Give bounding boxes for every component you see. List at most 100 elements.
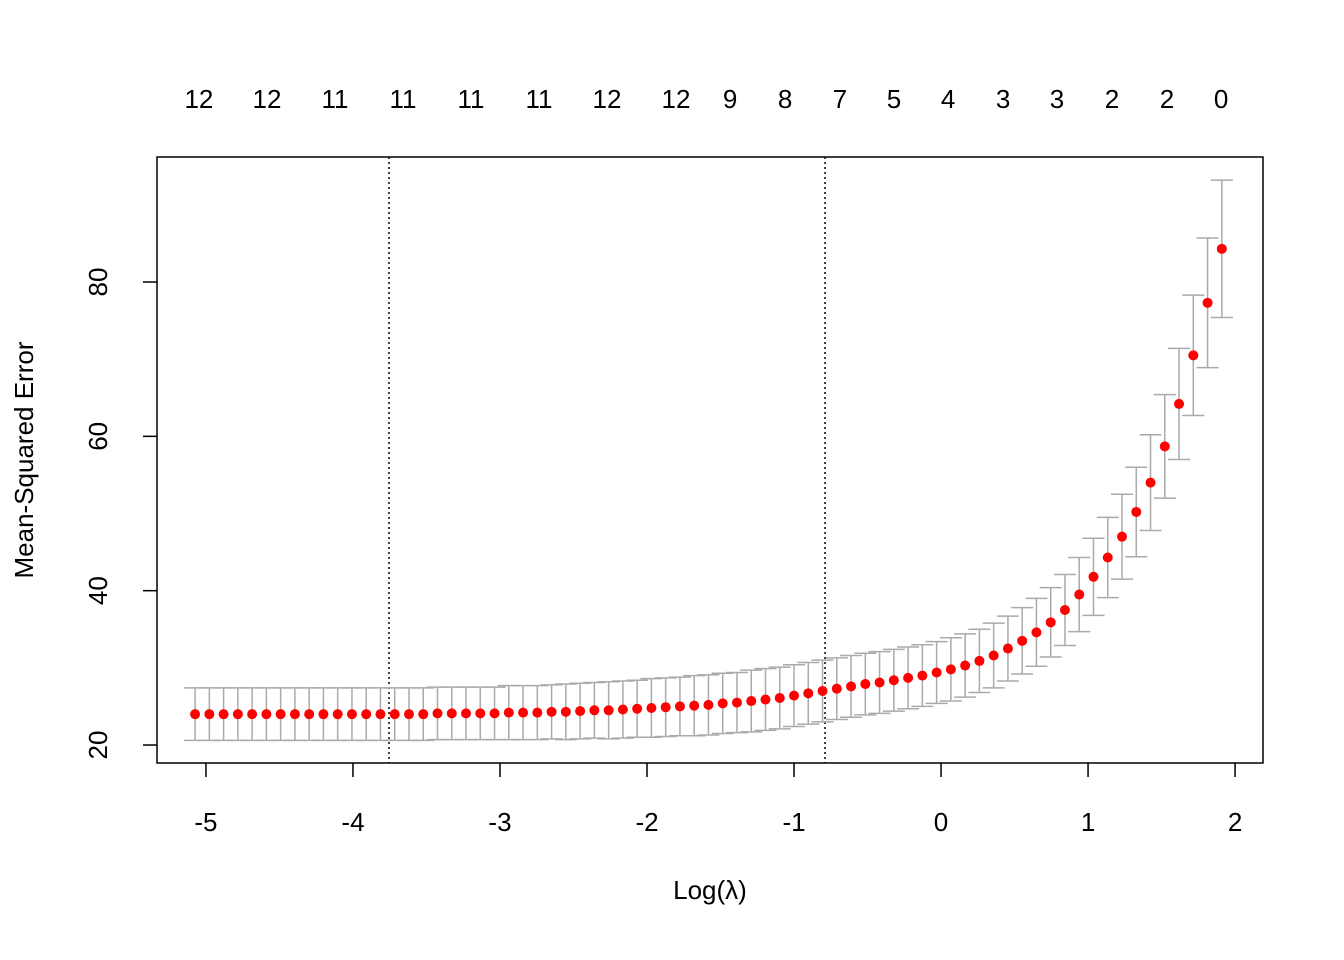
point xyxy=(731,697,742,708)
point xyxy=(204,709,215,720)
top-tick-label: 11 xyxy=(389,84,416,114)
plot-frame xyxy=(156,156,1264,764)
point xyxy=(760,694,771,705)
top-tick-label: 11 xyxy=(525,84,552,114)
top-tick-label: 3 xyxy=(1050,84,1064,114)
point xyxy=(432,708,443,719)
point xyxy=(945,664,956,675)
point xyxy=(546,706,557,717)
x-tick-label: 1 xyxy=(1081,807,1095,837)
top-tick-label: 0 xyxy=(1214,84,1228,114)
point xyxy=(218,709,229,720)
x-axis-label: Log(λ) xyxy=(673,875,747,905)
point xyxy=(1216,243,1227,254)
point xyxy=(831,683,842,694)
point xyxy=(1059,604,1070,615)
y-tick-label: 40 xyxy=(83,576,113,605)
top-tick-label: 12 xyxy=(253,84,282,114)
point xyxy=(446,708,457,719)
point xyxy=(1002,643,1013,654)
point xyxy=(617,704,628,715)
point xyxy=(418,709,429,720)
y-tick-label: 80 xyxy=(83,268,113,297)
point xyxy=(1074,589,1085,600)
top-tick-label: 2 xyxy=(1105,84,1119,114)
point xyxy=(917,670,928,681)
point xyxy=(874,677,885,688)
point xyxy=(375,709,386,720)
point xyxy=(789,690,800,701)
point xyxy=(289,709,300,720)
point xyxy=(532,707,543,718)
top-tick-label: 12 xyxy=(662,84,691,114)
point xyxy=(988,650,999,661)
point xyxy=(931,667,942,678)
point xyxy=(489,708,500,719)
point xyxy=(575,706,586,717)
top-tick-label: 8 xyxy=(778,84,792,114)
point xyxy=(960,660,971,671)
y-tick-label: 20 xyxy=(83,731,113,760)
point xyxy=(974,655,985,666)
point xyxy=(1131,506,1142,517)
point xyxy=(560,706,571,717)
point xyxy=(1202,297,1213,308)
point xyxy=(361,709,372,720)
point xyxy=(232,709,243,720)
point xyxy=(518,707,529,718)
point xyxy=(346,709,357,720)
x-tick-label: -5 xyxy=(194,807,217,837)
point xyxy=(746,696,757,707)
point xyxy=(332,709,343,720)
point xyxy=(1174,398,1185,409)
point xyxy=(703,699,714,710)
point xyxy=(1031,627,1042,638)
point xyxy=(318,709,329,720)
top-tick-label: 11 xyxy=(458,84,485,114)
point xyxy=(689,700,700,711)
point xyxy=(1102,552,1113,563)
point xyxy=(1188,350,1199,361)
point xyxy=(846,681,857,692)
x-tick-label: 0 xyxy=(934,807,948,837)
point xyxy=(403,709,414,720)
point xyxy=(461,708,472,719)
point xyxy=(774,692,785,703)
point xyxy=(389,709,400,720)
top-tick-label: 11 xyxy=(322,84,349,114)
point xyxy=(1159,441,1170,452)
point xyxy=(247,709,258,720)
top-tick-label: 7 xyxy=(833,84,847,114)
point xyxy=(717,698,728,709)
point xyxy=(190,709,201,720)
point xyxy=(632,703,643,714)
point xyxy=(1145,477,1156,488)
point xyxy=(1017,635,1028,646)
x-tick-label: -4 xyxy=(341,807,364,837)
top-tick-label: 9 xyxy=(723,84,737,114)
top-tick-label: 4 xyxy=(941,84,955,114)
point xyxy=(275,709,286,720)
y-tick-label: 60 xyxy=(83,422,113,451)
top-tick-label: 2 xyxy=(1160,84,1174,114)
point xyxy=(674,701,685,712)
top-tick-label: 5 xyxy=(887,84,901,114)
point xyxy=(1117,531,1128,542)
point xyxy=(1088,571,1099,582)
point xyxy=(589,705,600,716)
point xyxy=(860,679,871,690)
y-axis-label: Mean-Squared Error xyxy=(9,341,39,578)
point xyxy=(888,675,899,686)
point xyxy=(660,702,671,713)
point xyxy=(304,709,315,720)
x-tick-label: -3 xyxy=(488,807,511,837)
top-tick-label: 12 xyxy=(184,84,213,114)
top-tick-label: 3 xyxy=(996,84,1010,114)
point xyxy=(803,688,814,699)
top-tick-label: 12 xyxy=(593,84,622,114)
point xyxy=(261,709,272,720)
x-tick-label: -1 xyxy=(782,807,805,837)
point xyxy=(1045,617,1056,628)
point xyxy=(903,672,914,683)
